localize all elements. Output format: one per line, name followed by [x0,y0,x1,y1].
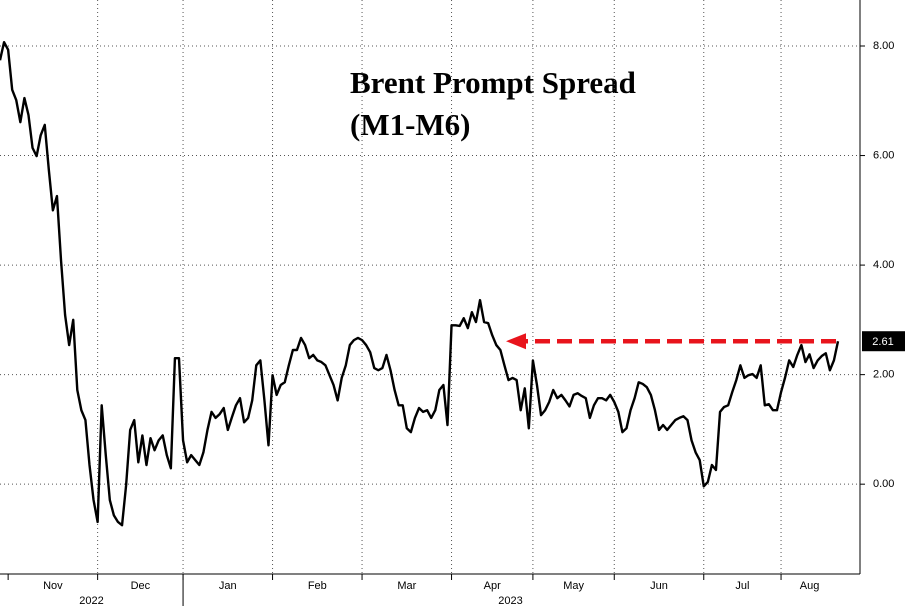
x-tick-label: Jan [219,580,237,592]
y-tick-label: 6.00 [873,149,894,161]
chart-title: (M1-M6) [350,107,471,142]
y-tick-label: 4.00 [873,259,894,271]
x-tick-label: Nov [43,580,63,592]
x-tick-label: Apr [484,580,501,592]
y-tick-label: 0.00 [873,478,894,490]
y-tick-label: 8.00 [873,40,894,52]
x-tick-label: Jun [650,580,668,592]
x-tick-label: Dec [131,580,151,592]
x-tick-label: May [563,580,584,592]
x-tick-label: Mar [397,580,416,592]
y-tick-label: 2.00 [873,369,894,381]
x-tick-label: Aug [800,580,820,592]
last-value-label: 2.61 [872,336,893,348]
last-value-box [862,331,905,352]
x-tick-label: Jul [735,580,749,592]
line [0,40,840,527]
x-tick-label: Feb [308,580,327,592]
arrow-head [506,333,526,350]
year-label: 2023 [498,595,522,606]
chart-title: Brent Prompt Spread [350,65,636,100]
year-label: 2022 [79,595,103,606]
